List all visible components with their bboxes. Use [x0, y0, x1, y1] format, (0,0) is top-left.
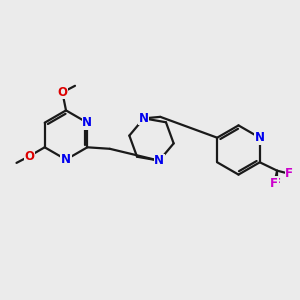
- Text: N: N: [139, 112, 149, 125]
- Text: F: F: [285, 167, 293, 180]
- Text: F: F: [270, 177, 278, 190]
- Text: N: N: [61, 153, 71, 166]
- Text: F: F: [273, 177, 281, 190]
- Text: O: O: [57, 86, 68, 99]
- Text: O: O: [24, 150, 34, 163]
- Text: N: N: [154, 154, 164, 167]
- Text: N: N: [255, 131, 265, 144]
- Text: N: N: [82, 116, 92, 129]
